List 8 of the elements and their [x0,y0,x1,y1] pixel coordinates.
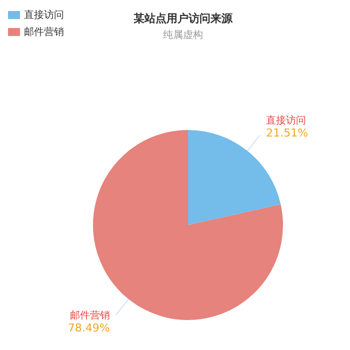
data-label: 78.49% [68,322,110,335]
slice-label: 邮件营销 [70,310,110,322]
data-label: 21.51% [266,126,308,140]
chart-title: 某站点用户访问来源 [132,12,234,25]
slice-label: 直接访问 [266,114,306,126]
legend-label: 邮件营销 [24,26,64,39]
text: 纯属虚构 [163,29,203,41]
legend-label: 直接访问 [24,8,64,22]
